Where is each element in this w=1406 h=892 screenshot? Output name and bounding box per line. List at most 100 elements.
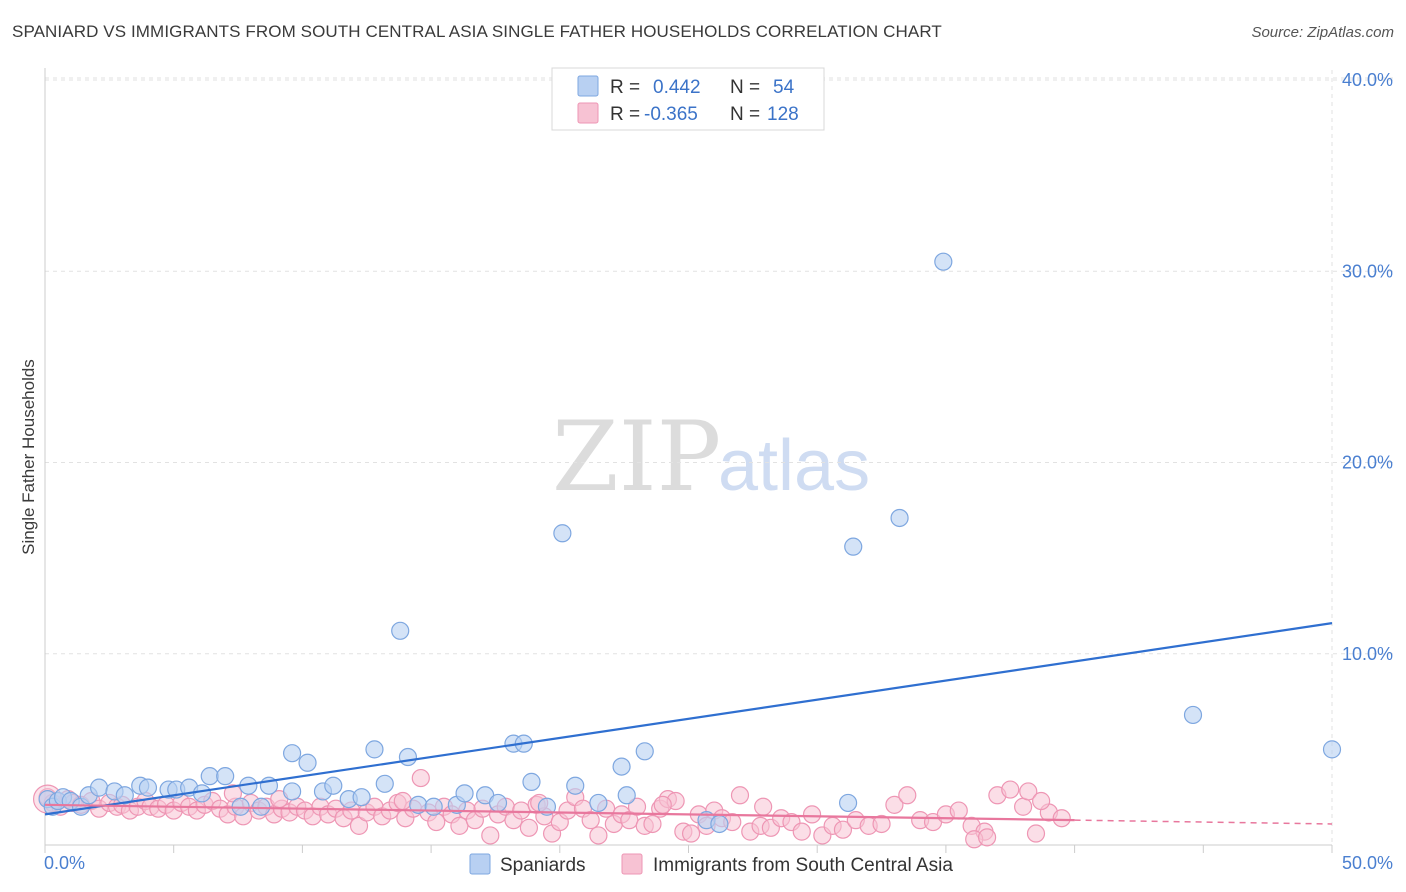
spaniards-point (635, 742, 654, 761)
legend-n-value-1: 54 (773, 77, 795, 98)
x-tick-label: 0.0% (44, 853, 85, 873)
spaniards-point (391, 621, 410, 640)
spaniards-point (138, 778, 158, 797)
legend-swatch-blue (577, 75, 599, 97)
axes (44, 68, 1333, 853)
spaniards-point (617, 786, 636, 805)
spaniards-point (89, 778, 109, 797)
immigrants-point (872, 814, 891, 834)
legend-r-label-2: R = (610, 104, 640, 125)
spaniards-point (298, 753, 317, 772)
spaniards-point (115, 786, 134, 805)
y-tick-label: 20.0% (1342, 453, 1393, 473)
immigrants-point (681, 824, 701, 843)
legend-n-value-2: 128 (767, 104, 799, 125)
stats-legend: R = 0.442 N = 54 R = -0.365 N = 128 (551, 67, 825, 131)
spaniards-point (710, 814, 729, 834)
spaniards-point (252, 797, 271, 816)
spaniards-trend-line (44, 622, 1333, 816)
spaniards-point (398, 747, 418, 767)
tick-labels: 10.0% 20.0% 30.0% 40.0% 0.0% 50.0% (44, 70, 1393, 873)
immigrants-point (627, 797, 647, 816)
bottom-legend-immigrants: Immigrants from South Central Asia (653, 855, 953, 876)
spaniards-point (375, 774, 394, 793)
spaniards-point (612, 757, 631, 776)
immigrants-point (730, 786, 750, 805)
legend-r-label-1: R = (610, 77, 640, 98)
spaniards-point (838, 793, 858, 813)
immigrants-point (1019, 782, 1038, 801)
spaniards-point (522, 772, 541, 791)
source-label: Source: ZipAtlas.com (1251, 24, 1394, 41)
spaniards-point (1322, 740, 1342, 759)
immigrants-point (519, 818, 539, 837)
watermark-atlas: atlas (718, 426, 870, 506)
watermark-zip: ZIP (552, 401, 721, 513)
spaniards-point (566, 776, 585, 795)
spaniards-point (488, 793, 508, 813)
immigrants-point (754, 797, 773, 816)
immigrants-point (653, 795, 672, 814)
immigrants-point (1014, 797, 1033, 816)
immigrants-trend-extension (1074, 819, 1333, 825)
immigrants-point (833, 820, 853, 839)
spaniards-point (216, 767, 235, 786)
immigrants-point (427, 812, 446, 832)
immigrants-point (1052, 809, 1071, 828)
bottom-legend-spaniards: Spaniards (500, 855, 586, 876)
legend-r-value-1: 0.442 (653, 77, 701, 98)
legend-r-value-2: -0.365 (644, 104, 698, 125)
immigrants-point (1026, 824, 1046, 843)
immigrants-point (223, 784, 243, 803)
immigrants-point (898, 786, 917, 805)
y-tick-label: 10.0% (1342, 644, 1393, 664)
y-tick-label: 40.0% (1342, 70, 1393, 90)
immigrants-point (977, 828, 997, 847)
immigrants-point (643, 814, 662, 834)
immigrants-point (349, 816, 369, 835)
y-tick-label: 30.0% (1342, 261, 1393, 281)
immigrants-point (581, 811, 600, 830)
x-tick-label: 50.0% (1342, 853, 1393, 873)
legend-swatch-pink (577, 102, 599, 124)
immigrants-point (885, 795, 904, 814)
immigrants-point (512, 801, 531, 820)
spaniards-point (890, 508, 909, 528)
spaniards-point (352, 788, 371, 807)
y-axis-label: Single Father Households (19, 359, 38, 555)
chart-title: SPANIARD VS IMMIGRANTS FROM SOUTH CENTRA… (12, 22, 942, 41)
spaniards-point (192, 784, 212, 803)
spaniards-point (934, 252, 953, 271)
spaniards-point (200, 767, 219, 786)
immigrants-point (1001, 780, 1020, 799)
bottom-legend-swatch-immigrants (621, 853, 643, 875)
spaniards-point (324, 776, 343, 795)
immigrants-point (450, 816, 469, 835)
immigrants-point (411, 768, 430, 788)
immigrants-point (481, 826, 500, 845)
spaniards-point (424, 797, 443, 816)
spaniards-points (38, 252, 1342, 834)
spaniards-point (589, 793, 608, 813)
spaniards-point (455, 784, 474, 803)
immigrants-point (393, 791, 412, 811)
legend-n-label-1: N = (730, 77, 760, 98)
immigrants-point (792, 822, 811, 841)
immigrants-point (589, 826, 608, 845)
immigrants-point (1032, 791, 1051, 811)
trend-lines (44, 622, 1333, 825)
spaniards-point (283, 744, 302, 763)
immigrants-point (949, 801, 968, 820)
legend-n-label-2: N = (730, 104, 760, 125)
immigrants-point (802, 805, 822, 824)
spaniards-point (365, 740, 384, 759)
spaniards-point (537, 797, 557, 816)
immigrants-trend-line (44, 803, 1075, 822)
series-legend: Spaniards Immigrants from South Central … (469, 853, 953, 876)
spaniards-point (844, 537, 863, 556)
spaniards-point (553, 524, 572, 543)
bottom-legend-swatch-spaniards (469, 853, 491, 875)
spaniards-point (283, 782, 302, 801)
spaniards-point (1183, 705, 1203, 725)
